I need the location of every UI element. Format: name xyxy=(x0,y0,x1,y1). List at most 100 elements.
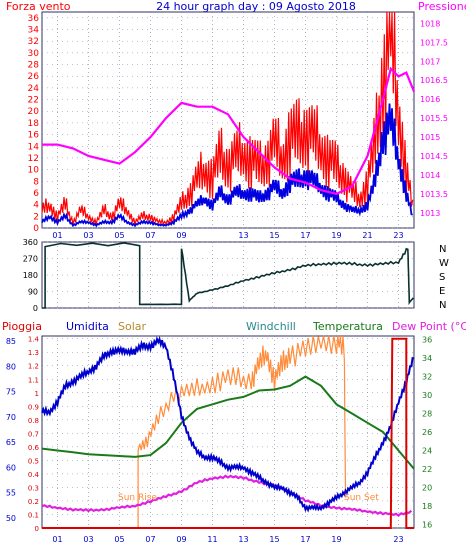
sunrise-label: Sun Rise xyxy=(118,493,157,503)
solar-label: Solar xyxy=(118,320,147,333)
pressure-tick-label: 1013 xyxy=(420,209,440,218)
temperature-tick-label: 26 xyxy=(422,428,432,437)
top-hour-label: 05 xyxy=(114,231,124,240)
humidity-label: Umidita xyxy=(66,320,109,333)
rain-tick-label: 1.2 xyxy=(28,363,39,371)
rain-tick-label: 0.9 xyxy=(28,403,39,411)
pressure-tick-label: 1013.5 xyxy=(420,190,448,199)
compass-label: S xyxy=(439,272,445,283)
dir-tick-label: 360 xyxy=(23,238,38,247)
compass-label: N xyxy=(439,244,446,255)
wind-tick-label: 26 xyxy=(28,72,40,82)
humidity-series xyxy=(41,335,414,513)
humidity-axis-ticks: 50 55 60 65 70 75 80 85 xyxy=(6,337,16,523)
rain-tick-label: 1 xyxy=(35,390,39,398)
wind-tick-label: 16 xyxy=(28,131,40,141)
bottom-hour-label: 01 xyxy=(52,535,62,544)
rain-tick-label: 1.3 xyxy=(28,349,39,357)
bottom-hour-label: 17 xyxy=(300,535,310,544)
temperature-tick-label: 22 xyxy=(422,465,432,474)
temperature-label: Temperatura xyxy=(312,320,383,333)
windchill-label: Windchill xyxy=(246,320,296,333)
dewpoint-series xyxy=(41,474,413,517)
rain-axis-ticks: 0 0.1 0.2 0.3 0.4 0.5 0.6 0.7 0.8 0.9 1 1.1 1.2 1.3 1.… xyxy=(28,336,40,533)
bottom-hour-label: 11 xyxy=(207,535,217,544)
temperature-axis-ticks: 16 18 20 22 24 26 28 30 32 34 36 xyxy=(422,336,432,530)
rain-tick-label: 0.2 xyxy=(28,498,39,506)
pressure-tick-label: 1014 xyxy=(420,171,440,180)
wind-tick-label: 10 xyxy=(28,166,40,176)
wind-tick-label: 36 xyxy=(28,14,40,24)
wind-tick-label: 0 xyxy=(33,224,39,234)
temperature-tick-label: 28 xyxy=(422,410,432,419)
top-hour-label: 01 xyxy=(52,231,62,240)
wind-tick-label: 8 xyxy=(33,177,39,187)
pressure-tick-label: 1018 xyxy=(420,19,440,28)
bottom-hour-label: 09 xyxy=(176,535,186,544)
solar-series xyxy=(137,335,347,528)
direction-plot-grid xyxy=(42,241,414,309)
compass-label: N xyxy=(439,300,446,311)
bottom-plot-grid xyxy=(42,336,414,529)
dir-tick-label: 90 xyxy=(28,288,38,297)
humidity-tick-label: 80 xyxy=(6,362,16,371)
top-hour-ticks: 01 03 05 07 09 13 15 17 19 21 23 xyxy=(52,231,403,240)
pressure-tick-label: 1016 xyxy=(420,95,440,104)
sunset-label: Sun Set xyxy=(344,493,379,503)
rain-series xyxy=(42,337,414,529)
wind-speed-series xyxy=(41,11,414,226)
rain-tick-label: 0.1 xyxy=(28,511,39,519)
temperature-tick-label: 20 xyxy=(422,483,432,492)
wind-tick-label: 32 xyxy=(28,37,39,47)
top-hour-label: 07 xyxy=(145,231,155,240)
dir-tick-label: 0 xyxy=(33,304,38,313)
temperature-tick-label: 36 xyxy=(422,336,432,345)
wind-tick-label: 22 xyxy=(28,96,39,106)
wind-tick-label: 30 xyxy=(28,49,40,59)
temperature-tick-label: 34 xyxy=(422,354,432,363)
wind-tick-label: 28 xyxy=(28,61,40,71)
wind-tick-label: 6 xyxy=(33,189,39,199)
bottom-hour-label: 05 xyxy=(114,535,124,544)
chart-title: 24 hour graph day : 09 Agosto 2018 xyxy=(156,0,356,13)
rain-label: Pioggia xyxy=(2,320,42,333)
top-hour-label: 03 xyxy=(83,231,93,240)
wind-tick-label: 4 xyxy=(33,201,39,211)
temperature-tick-label: 24 xyxy=(422,446,432,455)
wind-direction-series xyxy=(42,242,414,309)
top-hour-label: 21 xyxy=(362,231,372,240)
compass-label: E xyxy=(439,286,445,297)
bottom-hour-label: 07 xyxy=(145,535,155,544)
temperature-tick-label: 30 xyxy=(422,391,432,400)
temperature-series xyxy=(41,375,415,470)
wind-tick-label: 18 xyxy=(28,119,40,129)
wind-speed-label: Forza vento xyxy=(6,0,71,13)
wind-tick-label: 20 xyxy=(28,107,40,117)
bottom-hour-label: 03 xyxy=(83,535,93,544)
bottom-hour-label: 23 xyxy=(393,535,403,544)
temperature-tick-label: 16 xyxy=(422,520,432,529)
humidity-tick-label: 60 xyxy=(6,463,16,472)
bottom-hour-label: 19 xyxy=(331,535,341,544)
temperature-tick-label: 32 xyxy=(422,373,432,382)
rain-tick-label: 0.8 xyxy=(28,417,39,425)
pressure-tick-label: 1014.5 xyxy=(420,152,448,161)
compass-label: W xyxy=(439,258,449,269)
wind-tick-label: 2 xyxy=(33,212,39,222)
wind-tick-label: 12 xyxy=(28,154,39,164)
humidity-tick-label: 75 xyxy=(6,388,16,397)
rain-tick-label: 0.5 xyxy=(28,457,39,465)
pressure-tick-label: 1015.5 xyxy=(420,114,448,123)
bottom-hour-ticks: 01 03 05 07 09 11 13 15 17 19 23 xyxy=(52,535,403,544)
pressure-series xyxy=(42,66,416,196)
rain-tick-label: 0.4 xyxy=(28,471,40,479)
pressure-tick-label: 1016.5 xyxy=(420,76,448,85)
bottom-hour-label: 15 xyxy=(269,535,279,544)
pressure-axis-ticks: 1013 1013.5 1014 1014.5 1015 1015.5 1016 1016.5… xyxy=(420,19,448,217)
pressure-label: Pressione xyxy=(418,0,466,13)
wind-gust-series xyxy=(41,103,413,228)
pressure-tick-label: 1017 xyxy=(420,57,440,66)
